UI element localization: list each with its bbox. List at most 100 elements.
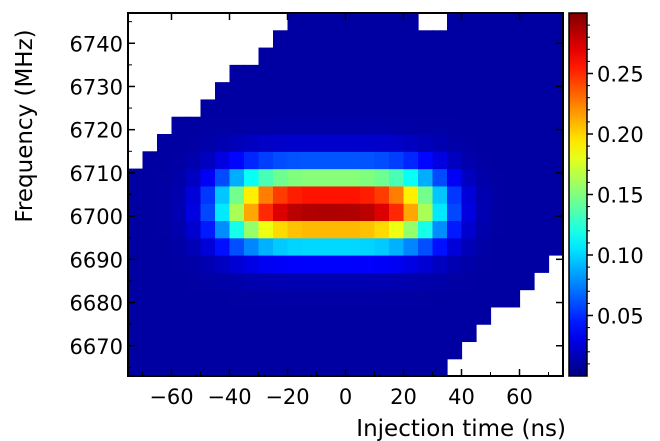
heatmap-cell — [389, 82, 405, 101]
heatmap-cell — [287, 203, 303, 222]
heatmap-cell — [244, 306, 260, 325]
x-tick-label: 0 — [339, 385, 352, 409]
heatmap-cell — [345, 341, 361, 360]
heatmap-cell — [244, 151, 260, 170]
heatmap-cell — [432, 151, 448, 170]
heatmap-cell — [490, 82, 506, 101]
heatmap-cell — [244, 324, 260, 343]
heatmap-cell — [360, 324, 376, 343]
heatmap-cell — [519, 82, 535, 101]
heatmap-cell — [345, 134, 361, 152]
heatmap-cell — [447, 272, 463, 291]
heatmap-cell — [157, 203, 173, 222]
heatmap-cell — [360, 255, 376, 273]
heatmap-cell — [534, 116, 550, 135]
heatmap-cell — [171, 255, 187, 273]
heatmap-cell — [505, 99, 521, 118]
heatmap-cell — [287, 220, 303, 239]
heatmap-cell — [418, 358, 434, 377]
heatmap-cell — [389, 168, 405, 187]
heatmap-cell — [273, 324, 289, 343]
heatmap-cell — [418, 237, 434, 256]
heatmap-cell — [360, 47, 376, 66]
heatmap-cell — [215, 237, 231, 256]
heatmap-cell — [389, 220, 405, 239]
heatmap-cell — [229, 324, 245, 343]
heatmap-cell — [200, 358, 216, 377]
heatmap-cell — [287, 64, 303, 83]
heatmap-cell — [287, 272, 303, 291]
heatmap-cell — [302, 30, 318, 49]
heatmap-cell — [519, 13, 535, 31]
heatmap-cell — [389, 237, 405, 256]
heatmap-cell — [316, 289, 332, 308]
heatmap-cell — [302, 289, 318, 308]
heatmap-cell — [331, 134, 347, 152]
heatmap-cell — [316, 220, 332, 239]
heatmap-cell — [403, 13, 419, 31]
heatmap-cell — [548, 185, 564, 204]
heatmap-cell — [505, 116, 521, 135]
heatmap-cell — [548, 220, 564, 239]
heatmap-cell — [244, 168, 260, 187]
heatmap-cell — [142, 220, 158, 239]
heatmap-cell — [229, 82, 245, 101]
x-tick-label: −60 — [149, 385, 193, 409]
heatmap-cell — [229, 185, 245, 204]
heatmap-cell — [418, 203, 434, 222]
heatmap-cell — [432, 220, 448, 239]
heatmap-cell — [432, 306, 448, 325]
heatmap-cell — [331, 116, 347, 135]
heatmap-cell — [403, 47, 419, 66]
heatmap-cell — [389, 116, 405, 135]
heatmap-cell — [403, 324, 419, 343]
heatmap-cell — [403, 289, 419, 308]
heatmap-cell — [519, 272, 535, 291]
heatmap-cell — [200, 324, 216, 343]
heatmap-cell — [316, 185, 332, 204]
heatmap-cell — [215, 306, 231, 325]
heatmap-cell — [302, 324, 318, 343]
heatmap-cell — [490, 64, 506, 83]
heatmap-cell — [490, 168, 506, 187]
heatmap-cell — [142, 306, 158, 325]
heatmap-cell — [476, 30, 492, 49]
heatmap-cell — [476, 306, 492, 325]
heatmap-cell — [461, 30, 477, 49]
y-tick-label: 6730 — [70, 75, 123, 99]
heatmap-cell — [215, 203, 231, 222]
heatmap-cell — [258, 151, 274, 170]
heatmap-cell — [258, 47, 274, 66]
heatmap-cell — [374, 306, 390, 325]
heatmap-cell — [302, 116, 318, 135]
heatmap-cell — [476, 47, 492, 66]
heatmap-cell — [273, 82, 289, 101]
heatmap-cell — [534, 168, 550, 187]
heatmap-cell — [345, 30, 361, 49]
heatmap-cell — [374, 272, 390, 291]
heatmap-cell — [374, 168, 390, 187]
heatmap-cell — [476, 203, 492, 222]
heatmap-cell — [432, 237, 448, 256]
heatmap-cell — [287, 341, 303, 360]
heatmap-cell — [389, 289, 405, 308]
heatmap-cell — [519, 99, 535, 118]
heatmap-cell — [229, 237, 245, 256]
heatmap-cell — [432, 324, 448, 343]
heatmap-cell — [186, 185, 202, 204]
heatmap-cell — [389, 99, 405, 118]
heatmap-cell — [418, 134, 434, 152]
heatmap-cell — [490, 289, 506, 308]
heatmap-cell — [418, 99, 434, 118]
heatmap-cell — [360, 64, 376, 83]
heatmap-cell — [258, 237, 274, 256]
heatmap-cell — [461, 255, 477, 273]
heatmap-cell — [171, 151, 187, 170]
heatmap-cell — [345, 64, 361, 83]
heatmap-cell — [360, 30, 376, 49]
heatmap-cell — [273, 306, 289, 325]
heatmap-cell — [374, 358, 390, 377]
heatmap-cell — [403, 134, 419, 152]
heatmap-cell — [548, 134, 564, 152]
heatmap-cell — [229, 134, 245, 152]
